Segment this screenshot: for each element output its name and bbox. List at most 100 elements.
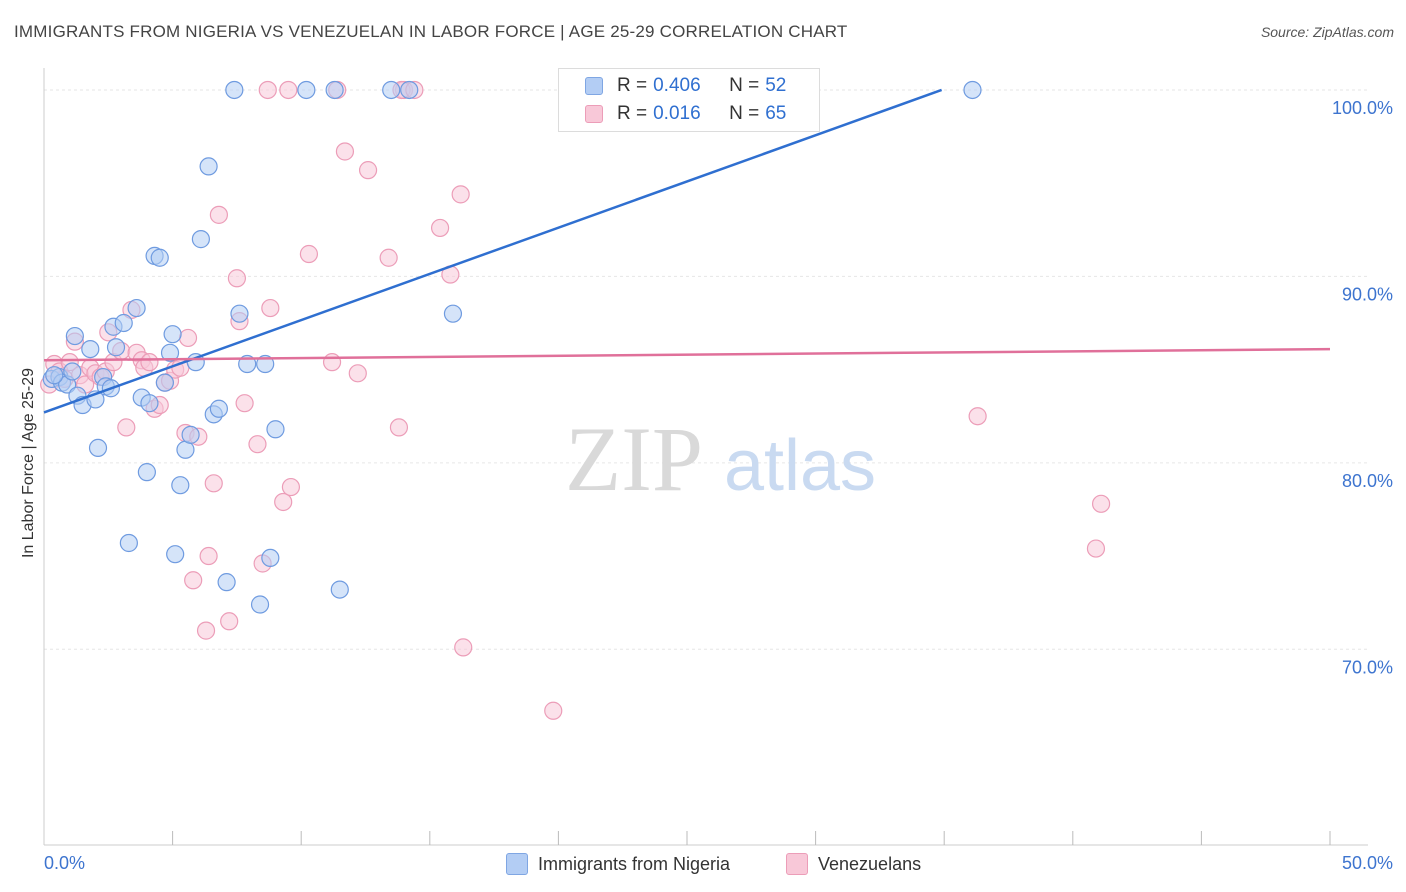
nigeria-point (166, 545, 185, 564)
nigeria-point (325, 80, 344, 100)
venezuelan-point (199, 546, 218, 566)
legend-label-venezuelans: Venezuelans (818, 853, 922, 874)
nigeria-point (230, 304, 249, 323)
y-tick-label: 80.0% (1342, 471, 1393, 491)
x-tick-label-min: 0.0% (44, 853, 85, 873)
nigeria-point (171, 476, 190, 495)
nigeria-point (330, 580, 349, 599)
venezuelan-point (261, 298, 280, 318)
nigeria-point (250, 595, 270, 614)
venezuelan-point (451, 185, 470, 204)
venezuelan-point (204, 474, 223, 493)
x-tick-label-max: 50.0% (1342, 853, 1393, 873)
venezuelan-point (1091, 494, 1111, 513)
nigeria-point (65, 326, 84, 346)
watermark-zip: ZIP (565, 408, 703, 510)
venezuelan-point (209, 205, 228, 224)
legend-r-value: 0.016 (653, 103, 701, 124)
axes (43, 68, 1368, 846)
venezuelan-point (968, 407, 987, 426)
venezuelan-point (220, 612, 239, 631)
nigeria-point (106, 338, 126, 357)
legend-n-value: 65 (765, 103, 787, 124)
venezuelan-point (196, 621, 216, 640)
nigeria-point (81, 340, 100, 359)
trend-lines (43, 88, 1331, 414)
nigeria-point (443, 304, 463, 323)
nigeria-point (127, 298, 146, 318)
watermark-atlas: atlas (724, 426, 876, 506)
nigeria-point (297, 80, 316, 100)
nigeria-series (42, 80, 982, 614)
venezuelan-point (544, 701, 563, 720)
venezuelan-point (389, 418, 409, 437)
venezuelan-point (227, 269, 246, 288)
venezuelan-point (274, 492, 293, 512)
legend-r-label: R = (617, 103, 648, 124)
y-tick-label: 100.0% (1332, 98, 1393, 118)
legend-n-label: N = (729, 75, 760, 96)
venezuelan-trend-line (43, 347, 1331, 362)
nigeria-point (217, 573, 236, 592)
venezuelan-point (184, 571, 203, 590)
nigeria-point (163, 325, 182, 344)
nigeria-point (199, 157, 218, 176)
legend-r-value: 0.406 (653, 75, 701, 96)
venezuelan-point (258, 80, 277, 100)
nigeria-point (400, 80, 419, 100)
legend-n-label: N = (729, 103, 760, 124)
venezuelan-point (335, 142, 355, 161)
nigeria-point (119, 533, 138, 553)
legend-item-venezuelans[interactable]: Venezuelans (786, 852, 921, 876)
legend-swatch-pink (786, 853, 808, 875)
nigeria-point (261, 548, 280, 568)
venezuelan-point (281, 477, 301, 497)
venezuelan-point (248, 435, 267, 454)
nigeria-point (191, 230, 210, 249)
venezuelan-point (322, 353, 342, 372)
y-tick-label: 90.0% (1342, 284, 1393, 304)
nigeria-point (181, 425, 200, 444)
nigeria-trend-line (43, 88, 943, 414)
venezuelan-point (1086, 539, 1106, 558)
venezuelan-point (279, 80, 298, 100)
nigeria-point (88, 438, 108, 458)
nigeria-point (137, 463, 156, 482)
legend-row-venezuelans: R = 0.016 N = 65 (585, 101, 786, 127)
legend-item-nigeria[interactable]: Immigrants from Nigeria (506, 852, 730, 876)
venezuelan-point (430, 218, 450, 238)
watermark: ZIP atlas (565, 408, 876, 510)
venezuelan-point (140, 353, 159, 372)
nigeria-point (140, 394, 159, 413)
legend-r-label: R = (617, 75, 648, 96)
nigeria-point (963, 80, 982, 100)
venezuelan-point (358, 161, 378, 180)
venezuelan-point (178, 328, 198, 348)
y-tick-label: 70.0% (1342, 657, 1393, 677)
venezuelan-point (235, 394, 254, 413)
venezuelans-series (40, 80, 1111, 720)
nigeria-point (256, 354, 275, 374)
venezuelan-point (299, 244, 319, 264)
nigeria-point (63, 362, 82, 381)
venezuelan-point (379, 248, 398, 267)
nigeria-point (45, 366, 64, 385)
venezuelan-point (117, 418, 136, 437)
nigeria-point (114, 313, 133, 333)
tick-labels: 70.0% 80.0% 90.0% 100.0% 0.0% 50.0% (44, 98, 1393, 873)
legend-label-nigeria: Immigrants from Nigeria (538, 853, 731, 874)
nigeria-point (266, 420, 285, 439)
venezuelan-point (454, 638, 473, 657)
legend-swatch-blue (585, 77, 603, 95)
nigeria-point (150, 248, 169, 267)
nigeria-point (209, 399, 228, 418)
legend-row-nigeria: R = 0.406 N = 52 (585, 73, 786, 99)
series-legend: Immigrants from Nigeria Venezuelans (0, 852, 1406, 876)
legend-swatch-blue (506, 853, 528, 875)
source-credit: Source: ZipAtlas.com (1260, 24, 1394, 40)
nigeria-point (155, 373, 174, 392)
legend-n-value: 52 (765, 75, 787, 96)
legend-swatch-pink (585, 105, 603, 123)
nigeria-point (160, 343, 180, 362)
